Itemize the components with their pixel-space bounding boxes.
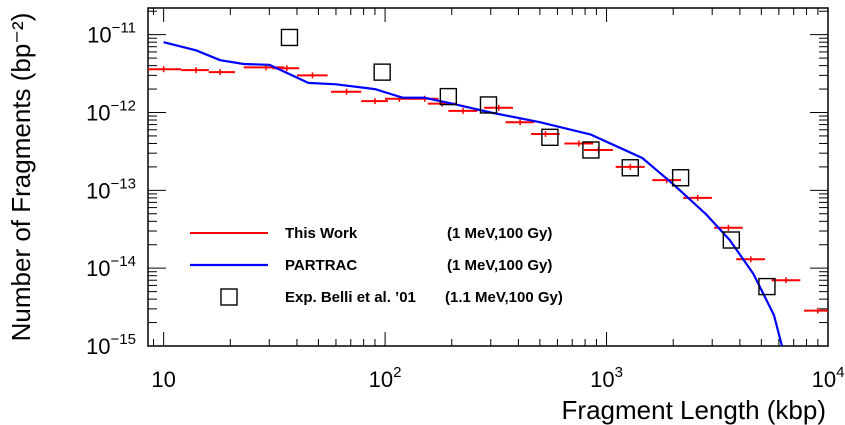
belli-marker (373, 63, 391, 81)
x-tick-label-exponent: 4 (836, 364, 844, 381)
this-work-point (804, 307, 828, 314)
y-tick-label-base: 10 (86, 100, 110, 125)
y-tick-label-exponent: −12 (111, 97, 136, 114)
this-work-point (448, 107, 478, 114)
x-axis-ticks (152, 8, 829, 346)
legend-swatch-belli (220, 288, 238, 306)
legend-condition: (1 MeV,100 Gy) (447, 225, 552, 242)
y-axis-title: Number of Fragments (bp⁻²) (6, 13, 36, 342)
this-work-point (771, 277, 801, 284)
x-tick-label-base: 10 (369, 367, 393, 392)
x-tick-label-exponent: 2 (393, 364, 401, 381)
y-tick-label-base: 10 (86, 178, 110, 203)
this-work-point (531, 130, 560, 137)
x-tick-label-base: 10 (812, 367, 836, 392)
this-work-point (736, 256, 766, 263)
this-work-point (505, 119, 535, 126)
belli-marker (479, 96, 498, 114)
y-tick-label-base: 10 (87, 23, 111, 48)
y-tick-label-exponent: −13 (111, 175, 136, 192)
x-axis-tick-labels: 10 102 103 104 (151, 364, 844, 392)
this-work-point (148, 66, 182, 73)
legend-label: Exp. Belli et al. ’01 (285, 289, 416, 306)
series-line (163, 41, 784, 346)
this-work-point (331, 88, 362, 95)
x-tick-label: 102 (369, 364, 402, 392)
data-layer (148, 28, 828, 346)
legend-label: PARTRAC (285, 257, 357, 274)
legend-item: Exp. Belli et al. ’01 (1.1 MeV,100 Gy) (220, 288, 563, 306)
y-tick-label-exponent: −11 (112, 20, 136, 37)
legend-condition: (1.1 MeV,100 Gy) (445, 289, 563, 306)
legend-condition: (1 MeV,100 Gy) (447, 257, 552, 274)
this-work-point (615, 163, 645, 170)
plot-frame (147, 7, 829, 347)
belli-marker (758, 277, 776, 296)
y-tick-label: 10−15 (86, 331, 136, 359)
plot-border (147, 7, 829, 347)
belli-marker (621, 159, 639, 177)
legend-item: This Work (1 MeV,100 Gy) (190, 225, 552, 242)
this-work-point (181, 67, 209, 74)
belli-marker (280, 28, 299, 47)
y-tick-label: 10−13 (86, 175, 136, 203)
legend-label: This Work (285, 225, 358, 242)
x-tick-label-exponent: 3 (615, 364, 623, 381)
x-tick-label: 10 (151, 367, 175, 392)
y-tick-label-exponent: −15 (111, 331, 136, 348)
partrac-line (163, 41, 784, 346)
belli-marker (582, 141, 600, 159)
belli-marker (541, 128, 559, 147)
this-work-point (296, 72, 328, 79)
y-tick-label: 10−11 (87, 20, 136, 48)
this-work-point (564, 140, 594, 147)
y-tick-label-base: 10 (86, 334, 110, 359)
this-work-point (208, 69, 235, 76)
belli-marker (439, 87, 458, 106)
x-tick-label: 104 (812, 364, 845, 392)
series-markers (280, 28, 776, 296)
this-work-point (484, 104, 513, 111)
x-tick-label-base: 10 (151, 367, 175, 392)
y-tick-label: 10−14 (86, 253, 136, 281)
legend: This Work (1 MeV,100 Gy) PARTRAC (1 MeV,100… (190, 225, 563, 306)
series-steps (148, 64, 828, 314)
y-tick-label-exponent: −14 (111, 253, 136, 270)
x-tick-label-base: 10 (590, 367, 614, 392)
this-work-point (361, 98, 388, 105)
y-tick-label-base: 10 (86, 256, 110, 281)
y-axis-ticks (148, 10, 828, 347)
belli-marker (722, 231, 741, 249)
belli-marker (671, 169, 690, 187)
x-axis-title: Fragment Length (kbp) (562, 395, 826, 425)
legend-item: PARTRAC (1 MeV,100 Gy) (190, 257, 552, 274)
y-tick-label: 10−12 (86, 97, 136, 125)
x-tick-label: 103 (590, 364, 623, 392)
